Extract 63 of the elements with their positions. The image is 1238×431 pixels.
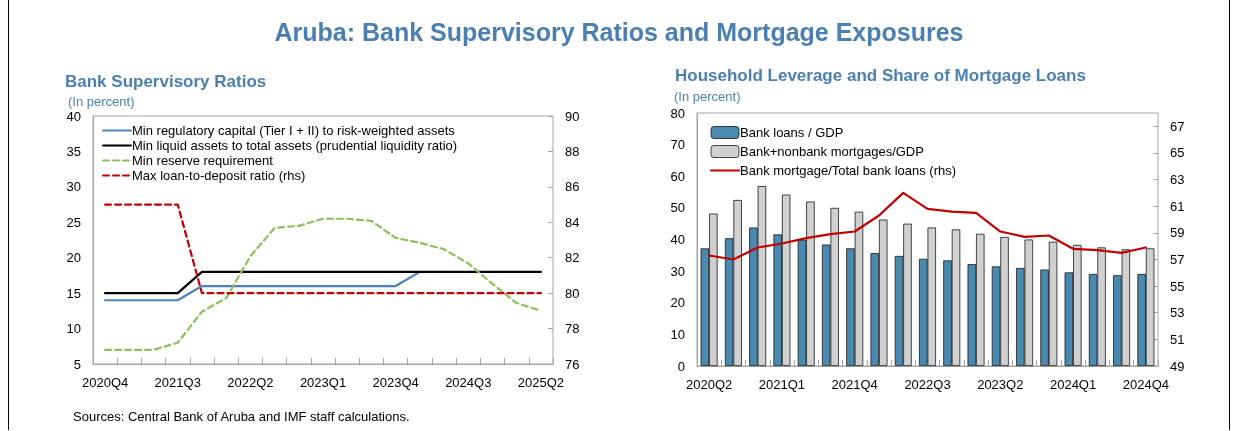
legend-label: Max loan-to-deposit ratio (rhs)	[132, 168, 306, 183]
y2-tick-label: 84	[565, 214, 580, 230]
y-tick-label: 15	[66, 285, 81, 301]
x-tick-label: 2024Q1	[1049, 377, 1097, 392]
y2-tick-label: 88	[565, 143, 580, 159]
y2-tick-label: 80	[565, 285, 580, 301]
y-tick-label: 10	[670, 326, 685, 342]
legend-label: Min liquid assets to total assets (prudential liquidity ratio)	[132, 138, 458, 153]
y2-tick-label: 61	[1170, 198, 1185, 214]
x-tick-label: 2021Q3	[154, 375, 201, 390]
x-tick-label: 2024Q3	[445, 375, 492, 390]
legend-label: Bank+nonbank mortgages/GDP	[740, 144, 924, 159]
x-tick-label: 2020Q2	[686, 377, 733, 392]
line-series	[708, 191, 1147, 261]
x-tick-label: 2024Q4	[1122, 377, 1169, 392]
text: Aruba: Bank Supervisory Ratios and Mortgage Exposures	[273, 18, 965, 47]
y2-tick-label: 55	[1170, 278, 1185, 294]
x-tick-label: 2022Q3	[904, 377, 951, 392]
x-tick-label: 2025Q2	[517, 375, 565, 390]
y-tick-label: 35	[66, 143, 81, 159]
x-tick-label: 2022Q2	[227, 375, 274, 390]
x-tick-label: 2021Q1	[758, 377, 806, 392]
y-tick-label: 5	[73, 356, 81, 372]
y-tick-label: 30	[66, 179, 81, 195]
y-tick-label: 20	[670, 295, 685, 311]
y2-tick-label: 51	[1170, 331, 1185, 347]
y-tick-label: 10	[66, 321, 81, 337]
chart-subtitle: Bank Supervisory Ratios	[65, 72, 267, 91]
y-tick-label: 80	[670, 105, 685, 121]
x-tick-label: 2021Q4	[831, 377, 878, 392]
y2-tick-label: 59	[1170, 225, 1185, 241]
y2-tick-label: 86	[565, 179, 580, 195]
legend-label: Min reserve requirement	[132, 153, 274, 168]
y-tick-label: 50	[670, 200, 685, 216]
y-tick-label: 25	[66, 214, 81, 230]
y2-tick-label: 78	[565, 321, 580, 337]
y2-tick-label: 57	[1170, 251, 1185, 267]
y-axis-title: (In percent)	[68, 94, 135, 109]
x-tick-label: 2023Q4	[372, 375, 419, 390]
legend-label: Bank mortgage/Total bank loans (rhs)	[740, 163, 957, 178]
y2-tick-label: 63	[1170, 172, 1185, 188]
y2-tick-label: 90	[565, 108, 580, 124]
legend-label: Bank loans / GDP	[740, 125, 844, 140]
y-tick-label: 0	[677, 358, 685, 374]
y2-tick-label: 65	[1170, 145, 1185, 161]
y2-tick-label: 67	[1170, 118, 1185, 134]
x-tick-label: 2023Q1	[299, 375, 347, 390]
y-tick-label: 30	[670, 263, 685, 279]
y2-tick-label: 49	[1170, 358, 1185, 374]
legend-label: Min regulatory capital (Tier I + II) to risk-weighted assets	[132, 123, 456, 138]
y-tick-label: 40	[670, 232, 685, 247]
y-axis-title: (In percent)	[674, 89, 741, 104]
x-tick-label: 2020Q4	[81, 375, 129, 390]
y-tick-label: 20	[66, 250, 81, 266]
source-note: Sources: Central Bank of Aruba and IMF staff calculations.	[73, 409, 410, 424]
y2-tick-label: 82	[565, 250, 580, 266]
y-tick-label: 40	[66, 108, 81, 124]
x-tick-label: 2023Q2	[977, 377, 1024, 392]
y2-tick-label: 53	[1170, 305, 1185, 321]
y2-tick-label: 76	[565, 356, 580, 372]
y-tick-label: 70	[670, 137, 685, 153]
chart-title: Household Leverage and Share of Mortgage Loans	[675, 66, 1086, 85]
y-tick-label: 60	[670, 168, 685, 184]
